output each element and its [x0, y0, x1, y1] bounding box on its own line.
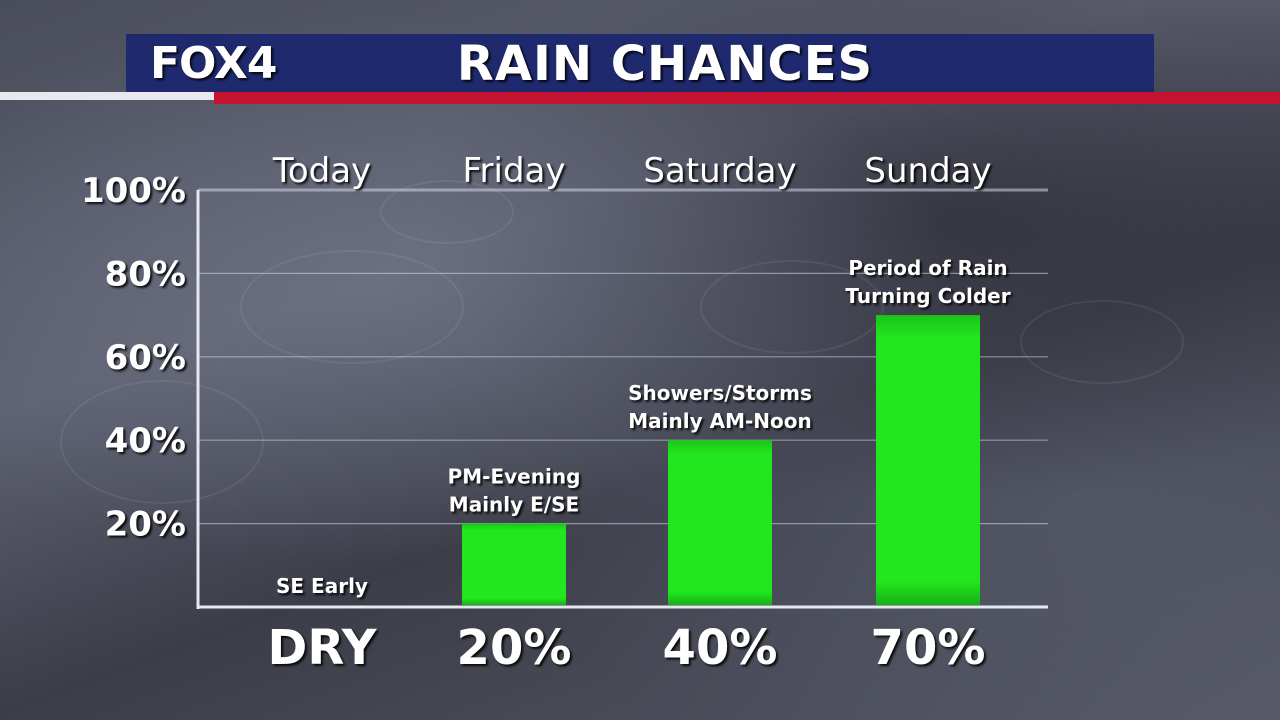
value-label: 20%	[457, 620, 572, 676]
header-accent-white	[0, 92, 214, 100]
header-accent-red	[214, 92, 1280, 104]
value-label: 40%	[663, 620, 778, 676]
day-label: Today	[272, 151, 371, 191]
bar-annotation: PM-Evening	[448, 465, 581, 489]
bar-annotation: Mainly AM-Noon	[628, 409, 812, 433]
day-label: Saturday	[643, 151, 796, 191]
y-tick-label: 20%	[105, 505, 186, 545]
bar-annotation: Showers/Storms	[628, 381, 812, 405]
bar-sunday	[876, 315, 980, 605]
y-tick-label: 60%	[105, 338, 186, 378]
bar-friday	[462, 523, 566, 605]
value-label: DRY	[268, 620, 378, 676]
y-tick-label: 40%	[105, 421, 186, 461]
fox4-logo: FOX4	[150, 38, 277, 89]
day-label: Friday	[462, 151, 565, 191]
y-tick-label: 80%	[105, 254, 186, 294]
bar-annotation: SE Early	[276, 574, 368, 598]
bar-annotation: Mainly E/SE	[449, 493, 579, 517]
header-bar	[126, 34, 1154, 92]
bar-annotation: Period of Rain	[848, 256, 1007, 280]
value-label: 70%	[871, 620, 986, 676]
day-label: Sunday	[864, 151, 991, 191]
page-title: RAIN CHANCES	[456, 36, 874, 92]
bar-annotation: Turning Colder	[845, 284, 1010, 308]
bar-saturday	[668, 440, 772, 605]
y-tick-label: 100%	[81, 171, 186, 211]
